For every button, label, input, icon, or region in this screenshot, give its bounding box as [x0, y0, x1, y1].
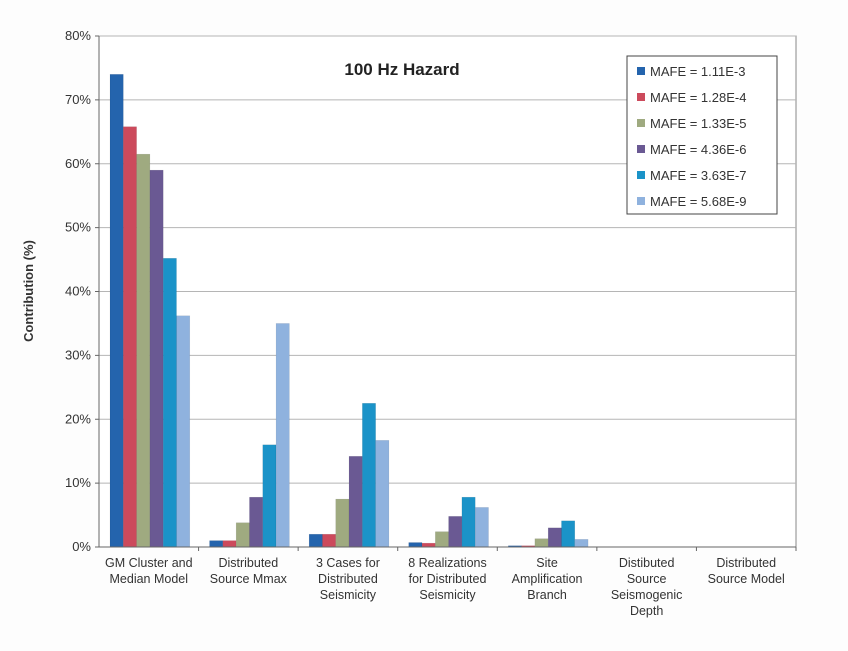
- legend: MAFE = 1.11E-3 MAFE = 1.28E-4 MAFE = 1.33E…: [626, 55, 778, 215]
- legend-label: MAFE = 5.68E-9: [650, 194, 746, 209]
- bar: [235, 522, 250, 548]
- y-tick-label: 60%: [65, 156, 91, 171]
- legend-swatch: [637, 197, 645, 205]
- bar: [222, 540, 237, 548]
- x-tick-label: Distributed Source Model: [708, 556, 785, 586]
- bar: [209, 540, 224, 548]
- legend-box: [626, 55, 778, 215]
- bar: [474, 507, 489, 548]
- bars: [109, 74, 589, 548]
- y-axis-label: Contribution (%): [21, 240, 36, 342]
- bar: [574, 539, 589, 548]
- legend-swatch: [637, 119, 645, 127]
- bar: [262, 444, 277, 548]
- bar: [275, 323, 290, 548]
- bar: [162, 258, 177, 548]
- bar: [308, 533, 323, 548]
- y-tick-label: 30%: [65, 347, 91, 362]
- x-tick-label: GM Cluster and Median Model: [105, 556, 193, 586]
- bar: [123, 126, 137, 548]
- legend-swatch: [637, 145, 645, 153]
- bar: [335, 498, 350, 548]
- legend-swatch: [637, 171, 645, 179]
- legend-label: MAFE = 3.63E-7: [650, 168, 746, 183]
- bar: [534, 538, 549, 548]
- bar: [435, 531, 449, 548]
- bar: [547, 527, 562, 548]
- bar: [136, 153, 151, 548]
- x-tick-label: Distibuted Source Seismogenic Depth: [611, 556, 683, 618]
- bar: [249, 496, 264, 548]
- x-axis-labels: GM Cluster and Median Model Distributed Sou…: [105, 547, 797, 618]
- x-tick-label: Distributed Source Mmax: [210, 556, 288, 586]
- y-axis-ticks: 0% 10% 20% 30% 40% 50% 60% 70% 80%: [65, 28, 99, 554]
- legend-swatch: [637, 93, 645, 101]
- bar: [421, 542, 436, 548]
- bar: [448, 516, 463, 548]
- bar: [362, 403, 376, 548]
- bar: [561, 520, 576, 548]
- chart-title: 100 Hz Hazard: [344, 60, 459, 79]
- bar: [322, 533, 336, 548]
- x-tick-label: 3 Cases for Distributed Seismicity: [316, 556, 380, 602]
- x-tick-label: 8 Realizations for Distributed Seismicity: [408, 556, 487, 602]
- bar: [149, 169, 164, 548]
- bar: [375, 440, 390, 548]
- y-tick-label: 80%: [65, 28, 91, 43]
- legend-swatch: [637, 67, 645, 75]
- y-tick-label: 50%: [65, 220, 91, 235]
- legend-label: MAFE = 1.11E-3: [650, 64, 746, 79]
- bar: [176, 315, 191, 548]
- bar: [109, 74, 124, 548]
- bar: [461, 496, 476, 548]
- legend-label: MAFE = 1.28E-4: [650, 90, 746, 105]
- legend-label: MAFE = 1.33E-5: [650, 116, 746, 131]
- bar: [408, 542, 423, 548]
- y-tick-label: 10%: [65, 475, 91, 490]
- y-tick-label: 0%: [72, 539, 91, 554]
- x-tick-label: Site Amplification Branch: [512, 556, 583, 602]
- y-tick-label: 70%: [65, 92, 91, 107]
- bar: [348, 456, 363, 548]
- y-tick-label: 20%: [65, 411, 91, 426]
- y-tick-label: 40%: [65, 284, 91, 299]
- legend-label: MAFE = 4.36E-6: [650, 142, 746, 157]
